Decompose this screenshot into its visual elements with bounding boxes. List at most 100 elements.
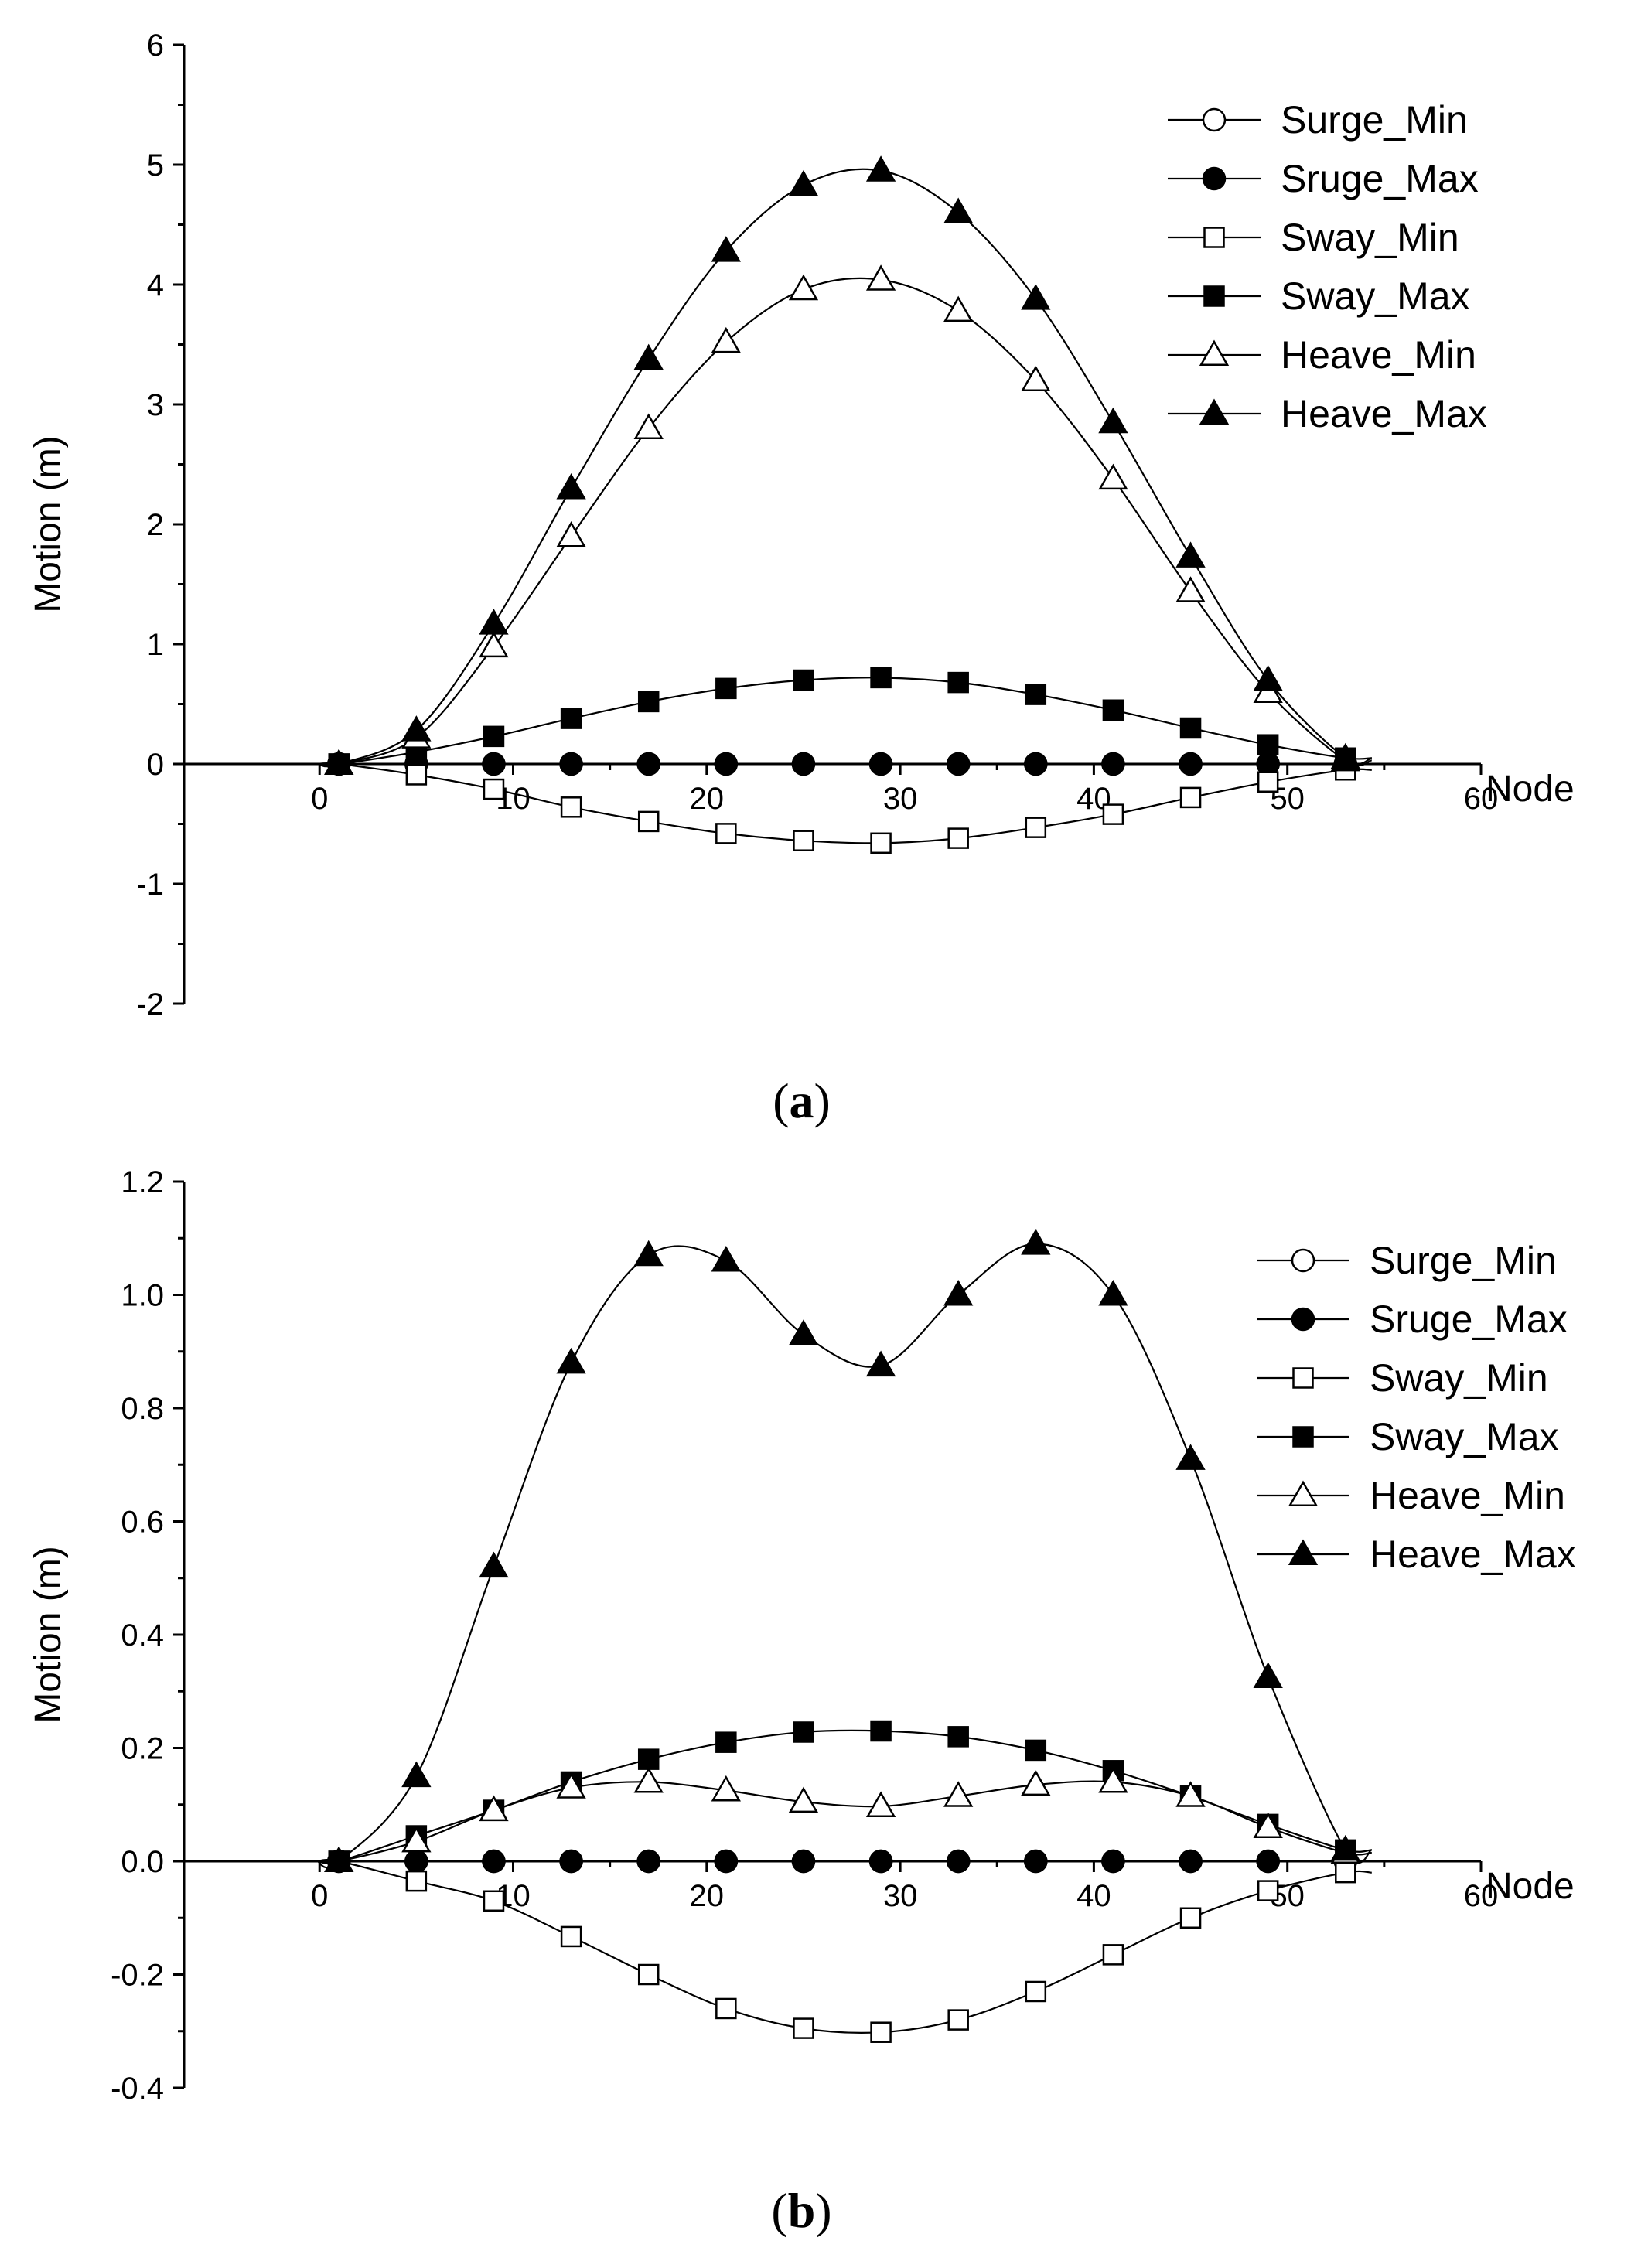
data-point-heave_max xyxy=(943,1279,974,1306)
legend-label: Heave_Max xyxy=(1370,1533,1576,1576)
data-point-sruge_max xyxy=(636,1849,660,1874)
legend-marker-heave_min xyxy=(1288,1480,1319,1506)
y-tick-label: 2 xyxy=(147,508,164,542)
data-point-sway_max xyxy=(560,708,582,729)
data-point-heave_min xyxy=(711,326,741,353)
data-point-sway_max xyxy=(1102,699,1124,721)
y-tick-label: -0.2 xyxy=(111,1959,164,1993)
data-point-heave_max xyxy=(324,1846,354,1872)
legend-marker-sway_max xyxy=(1203,285,1225,307)
y-tick-label: 5 xyxy=(147,148,164,182)
data-point-heave_max xyxy=(1253,1662,1283,1688)
data-point-sruge_max xyxy=(482,752,506,776)
data-point-heave_min xyxy=(1253,1812,1283,1839)
data-point-heave_max xyxy=(711,1246,741,1272)
y-tick-label: -1 xyxy=(136,868,164,902)
data-point-heave_max xyxy=(401,715,432,742)
legend-label: Heave_Min xyxy=(1370,1474,1565,1517)
data-point-sruge_max xyxy=(868,1849,893,1874)
chart-panel-b: -0.4-0.20.00.20.40.60.81.01.20 10 20 30 40 50… xyxy=(28,1165,1576,2238)
data-point-heave_max xyxy=(1098,1279,1128,1306)
series-line-sway_max xyxy=(317,677,1372,766)
data-point-heave_max xyxy=(556,1347,586,1374)
y-tick-label: 4 xyxy=(147,268,164,302)
data-point-sway_min xyxy=(1025,1980,1047,2003)
data-point-sruge_max xyxy=(791,1849,816,1874)
data-point-heave_min xyxy=(788,274,819,301)
x-tick-label: 30 xyxy=(883,1879,918,1913)
data-point-heave_max xyxy=(633,343,664,370)
y-tick-label: 0 xyxy=(147,748,164,782)
legend-marker-sruge_max xyxy=(1202,166,1227,191)
y-tick-label: 1.0 xyxy=(121,1279,164,1313)
data-point-sway_max xyxy=(1257,734,1279,755)
data-point-heave_max xyxy=(865,155,896,182)
data-point-sway_max xyxy=(870,1720,892,1742)
data-point-sruge_max xyxy=(791,752,816,776)
panel-caption: (a) xyxy=(773,1073,831,1128)
data-point-sway_min xyxy=(870,832,892,854)
data-point-heave_min xyxy=(1098,1766,1128,1793)
x-tick-label: 60 xyxy=(1464,782,1499,816)
y-tick-label: 6 xyxy=(147,29,164,63)
data-point-heave_max xyxy=(1175,541,1206,568)
data-point-heave_min xyxy=(1021,1769,1051,1796)
data-point-heave_max xyxy=(479,609,509,635)
data-point-sway_max xyxy=(1025,684,1047,705)
y-tick-label: 0.6 xyxy=(121,1506,164,1540)
data-point-sruge_max xyxy=(404,1849,428,1874)
legend-marker-surge_min xyxy=(1291,1248,1315,1273)
data-point-sruge_max xyxy=(482,1849,506,1874)
y-tick-label: -2 xyxy=(136,987,164,1021)
data-point-sruge_max xyxy=(946,1849,971,1874)
data-point-sruge_max xyxy=(868,752,893,776)
data-point-heave_max xyxy=(1253,664,1283,691)
legend-label: Surge_Min xyxy=(1370,1239,1557,1282)
data-point-sway_min xyxy=(793,830,814,851)
data-point-sway_max xyxy=(793,669,814,691)
legend-marker-heave_max xyxy=(1288,1539,1319,1565)
data-point-sway_max xyxy=(637,1748,660,1770)
data-point-sruge_max xyxy=(1101,1849,1125,1874)
data-point-heave_max xyxy=(711,236,741,262)
data-point-heave_min xyxy=(711,1775,741,1802)
data-point-sruge_max xyxy=(1256,1849,1280,1874)
data-point-sway_min xyxy=(1179,786,1202,809)
data-point-sway_min xyxy=(405,1870,428,1892)
data-point-sruge_max xyxy=(1024,752,1048,776)
data-point-sway_min xyxy=(405,764,428,786)
legend-label: Sway_Min xyxy=(1370,1356,1548,1400)
data-point-heave_max xyxy=(479,1551,509,1578)
data-point-heave_max xyxy=(556,472,586,500)
data-point-sway_max xyxy=(715,677,737,700)
data-point-sway_min xyxy=(1102,1944,1124,1966)
legend-label: Sway_Max xyxy=(1370,1415,1559,1458)
data-point-sway_min xyxy=(637,1963,660,1986)
series-line-heave_min xyxy=(317,277,1373,767)
data-point-sruge_max xyxy=(1101,752,1125,776)
series-line-heave_max xyxy=(317,168,1373,768)
x-tick-label: 20 xyxy=(690,1879,725,1913)
data-point-heave_max xyxy=(1330,742,1360,769)
data-point-sway_min xyxy=(947,827,969,849)
data-point-sway_min xyxy=(870,2021,892,2043)
y-tick-label: 0.0 xyxy=(121,1845,164,1879)
data-point-sway_max xyxy=(715,1731,737,1753)
legend-label: Surge_Min xyxy=(1281,98,1468,142)
data-point-heave_min xyxy=(556,1772,586,1799)
legend-marker-sruge_max xyxy=(1291,1307,1315,1332)
data-point-sruge_max xyxy=(636,752,660,776)
x-axis-title: Node xyxy=(1486,1866,1575,1907)
y-tick-label: 3 xyxy=(147,388,164,422)
legend-marker-heave_max xyxy=(1199,398,1230,425)
data-point-sruge_max xyxy=(1179,1849,1203,1874)
data-point-heave_min xyxy=(1021,365,1051,391)
data-point-sway_min xyxy=(1179,1907,1202,1929)
data-point-sway_max xyxy=(483,725,505,748)
data-point-heave_max xyxy=(401,1761,432,1788)
data-point-heave_min xyxy=(1098,463,1128,490)
x-tick-label: 40 xyxy=(1076,1879,1111,1913)
series-line-sway_min xyxy=(317,762,1372,844)
